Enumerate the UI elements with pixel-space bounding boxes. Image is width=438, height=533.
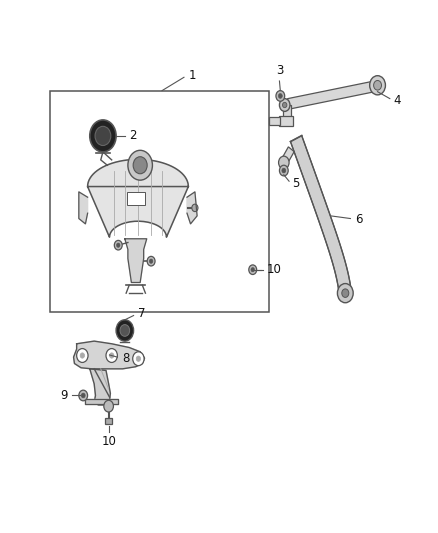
Polygon shape <box>74 341 145 369</box>
Circle shape <box>95 126 111 146</box>
Polygon shape <box>85 399 118 404</box>
Circle shape <box>149 259 153 263</box>
Polygon shape <box>279 116 293 126</box>
Circle shape <box>90 120 116 152</box>
Circle shape <box>370 76 385 95</box>
Polygon shape <box>287 81 375 109</box>
Circle shape <box>279 99 290 111</box>
Polygon shape <box>290 135 351 294</box>
Circle shape <box>81 393 85 398</box>
Circle shape <box>106 349 117 362</box>
Text: 10: 10 <box>266 263 281 276</box>
Circle shape <box>117 243 120 247</box>
Circle shape <box>133 157 147 174</box>
Polygon shape <box>88 159 188 237</box>
Polygon shape <box>125 239 147 282</box>
Circle shape <box>136 356 141 361</box>
Circle shape <box>337 284 353 303</box>
Circle shape <box>276 91 285 101</box>
Polygon shape <box>281 147 294 165</box>
Circle shape <box>282 168 286 173</box>
Polygon shape <box>269 117 280 125</box>
Circle shape <box>77 349 88 362</box>
Circle shape <box>192 204 198 212</box>
Polygon shape <box>283 105 291 121</box>
Circle shape <box>80 353 85 358</box>
Circle shape <box>147 256 155 266</box>
Circle shape <box>279 94 282 99</box>
Text: 10: 10 <box>101 435 116 448</box>
Text: 6: 6 <box>355 213 362 226</box>
Circle shape <box>133 352 144 366</box>
Bar <box>105 418 112 424</box>
Bar <box>50 91 269 312</box>
Circle shape <box>128 150 152 180</box>
Circle shape <box>104 400 113 412</box>
Circle shape <box>342 289 349 297</box>
Circle shape <box>279 156 289 169</box>
Text: 8: 8 <box>122 352 129 365</box>
Circle shape <box>120 325 130 336</box>
Text: 4: 4 <box>393 94 401 107</box>
Circle shape <box>249 265 257 274</box>
Text: 2: 2 <box>129 130 137 142</box>
Circle shape <box>79 390 88 401</box>
Circle shape <box>283 102 287 108</box>
Text: 9: 9 <box>60 389 68 402</box>
Polygon shape <box>79 192 88 224</box>
Circle shape <box>374 80 381 90</box>
Circle shape <box>114 240 122 250</box>
Circle shape <box>279 165 288 176</box>
Circle shape <box>116 320 134 341</box>
Circle shape <box>251 268 254 272</box>
Polygon shape <box>187 192 197 224</box>
Text: 1: 1 <box>189 69 197 82</box>
Text: 5: 5 <box>293 177 300 190</box>
Circle shape <box>110 353 114 358</box>
Bar <box>127 192 145 205</box>
Polygon shape <box>90 369 110 405</box>
Text: 3: 3 <box>276 64 283 77</box>
Text: 7: 7 <box>138 307 145 320</box>
